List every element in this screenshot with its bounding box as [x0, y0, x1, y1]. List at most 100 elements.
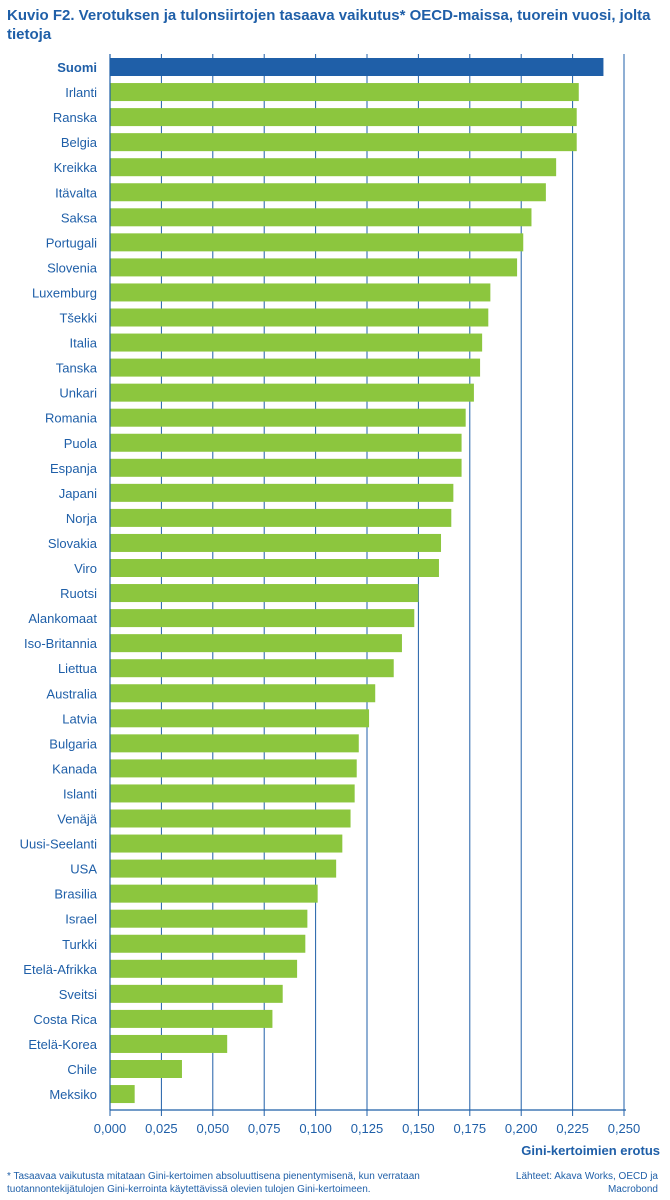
- bar-itävalta: [110, 183, 546, 202]
- footnote: * Tasaavaa vaikutusta mitataan Gini-kert…: [7, 1171, 420, 1195]
- bar-belgia: [110, 133, 577, 152]
- x-tick-label: 0,125: [351, 1121, 384, 1136]
- bar-irlanti: [110, 83, 579, 102]
- bar-sveitsi: [110, 984, 283, 1003]
- category-label: Costa Rica: [33, 1012, 97, 1027]
- x-tick-label: 0,075: [248, 1121, 281, 1136]
- category-label: Turkki: [62, 937, 97, 952]
- bar-bulgaria: [110, 734, 359, 753]
- x-tick-label: 0,025: [145, 1121, 178, 1136]
- category-label: Australia: [46, 686, 97, 701]
- category-label: Liettua: [58, 661, 98, 676]
- category-label: Unkari: [59, 386, 97, 401]
- bar-iso-britannia: [110, 634, 402, 653]
- category-label: Japani: [59, 486, 97, 501]
- category-label: Luxemburg: [32, 285, 97, 300]
- bar-romania: [110, 408, 466, 427]
- bar-portugali: [110, 233, 524, 252]
- bar-chile: [110, 1060, 182, 1078]
- bar-espanja: [110, 458, 462, 477]
- category-label: Itävalta: [55, 185, 98, 200]
- category-label: Puola: [64, 436, 98, 451]
- category-label: Irlanti: [65, 85, 97, 100]
- x-tick-label: 0,000: [94, 1121, 127, 1136]
- category-label: Slovakia: [48, 536, 98, 551]
- bar-kanada: [110, 759, 357, 778]
- bar-meksiko: [110, 1085, 135, 1104]
- category-label: Etelä-Afrikka: [23, 962, 97, 977]
- bar-norja: [110, 508, 452, 527]
- category-label: Tšekki: [59, 311, 97, 326]
- bar-etelä-korea: [110, 1034, 228, 1053]
- category-label: Espanja: [50, 461, 98, 476]
- bar-chart: Suomi Irlanti Ranska Belgia Kreikka Itävalta S…: [20, 54, 660, 1158]
- bar-tanska: [110, 358, 481, 377]
- category-label: Etelä-Korea: [28, 1037, 97, 1052]
- bar-saksa: [110, 208, 532, 227]
- category-label: Alankomaat: [28, 611, 97, 626]
- category-label: Kanada: [52, 761, 98, 776]
- bar-etelä-afrikka: [110, 959, 298, 978]
- x-tick-label: 0,225: [556, 1121, 589, 1136]
- bar-usa: [110, 859, 337, 878]
- category-label: Viro: [74, 561, 97, 576]
- bar-ranska: [110, 108, 577, 127]
- bar-japani: [110, 483, 454, 502]
- bar-t-ekki: [110, 308, 489, 327]
- bar-suomi: [110, 58, 604, 76]
- x-tick-label: 0,250: [608, 1121, 641, 1136]
- x-tick-label: 0,175: [454, 1121, 487, 1136]
- bar-islanti: [110, 784, 355, 803]
- bar-uusi-seelanti: [110, 834, 343, 853]
- category-label: Uusi-Seelanti: [20, 837, 97, 852]
- bar-costa-rica: [110, 1009, 273, 1028]
- bar-israel: [110, 909, 308, 928]
- x-tick-label: 0,200: [505, 1121, 538, 1136]
- bar-alankomaat: [110, 609, 415, 628]
- category-label: Saksa: [61, 210, 98, 225]
- category-label: Israel: [65, 912, 97, 927]
- bar-brasilia: [110, 884, 318, 903]
- category-label: Latvia: [62, 711, 97, 726]
- category-label: Tanska: [56, 361, 98, 376]
- category-label: Bulgaria: [49, 736, 97, 751]
- bar-venäjä: [110, 809, 351, 828]
- bar-turkki: [110, 934, 306, 953]
- bar-australia: [110, 684, 376, 703]
- category-label: Slovenia: [47, 260, 98, 275]
- category-label: Italia: [70, 336, 98, 351]
- category-label: Sveitsi: [59, 987, 97, 1002]
- x-tick-label: 0,050: [197, 1121, 230, 1136]
- category-label: Norja: [66, 511, 98, 526]
- category-label: Ranska: [53, 110, 98, 125]
- bar-latvia: [110, 709, 370, 728]
- x-tick-label: 0,100: [299, 1121, 332, 1136]
- bar-puola: [110, 433, 462, 452]
- x-axis-label: Gini-kertoimien erotus: [521, 1143, 660, 1158]
- category-label: Venäjä: [57, 812, 98, 827]
- category-label: Brasilia: [54, 887, 97, 902]
- category-label: Kreikka: [54, 160, 98, 175]
- category-label: Portugali: [46, 235, 97, 250]
- category-label: Iso-Britannia: [24, 636, 98, 651]
- bar-liettua: [110, 659, 394, 678]
- category-label: Meksiko: [49, 1087, 97, 1102]
- category-label: Chile: [67, 1062, 97, 1077]
- category-label: Suomi: [57, 60, 97, 75]
- category-label: Belgia: [61, 135, 98, 150]
- bar-unkari: [110, 383, 474, 402]
- bar-luxemburg: [110, 283, 491, 302]
- bar-slovenia: [110, 258, 518, 277]
- bar-slovakia: [110, 533, 442, 552]
- bar-viro: [110, 559, 439, 577]
- bar-italia: [110, 333, 483, 352]
- category-label: Islanti: [63, 786, 97, 801]
- category-label: Romania: [45, 411, 98, 426]
- x-tick-label: 0,150: [402, 1121, 435, 1136]
- bar-ruotsi: [110, 584, 419, 603]
- category-label: USA: [70, 862, 97, 877]
- category-label: Ruotsi: [60, 586, 97, 601]
- bar-kreikka: [110, 158, 557, 177]
- sources-note: Lähteet: Akava Works, OECD ja Macrobond: [515, 1171, 658, 1195]
- chart-title: Kuvio F2. Verotuksen ja tulonsiirtojen t…: [7, 7, 651, 43]
